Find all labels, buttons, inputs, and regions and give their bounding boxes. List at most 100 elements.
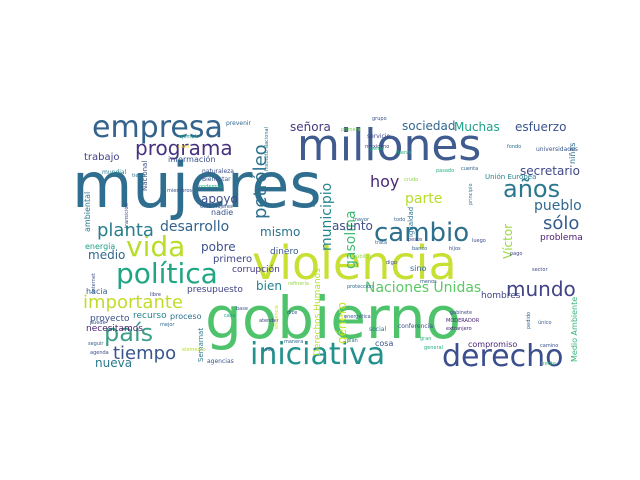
word: niñas: [568, 143, 577, 164]
word: pago: [510, 251, 522, 257]
word: pasado: [436, 168, 454, 174]
word: luego: [472, 238, 486, 244]
word: eficiencia: [274, 305, 280, 329]
word: base: [236, 306, 248, 312]
word: fuerza: [396, 150, 412, 156]
word: Víctor: [501, 224, 515, 259]
word: mismo: [260, 225, 300, 239]
word: Naciones Unidas: [365, 280, 481, 296]
word: gasolina: [343, 210, 359, 269]
word: cambio: [374, 218, 469, 248]
word: puede: [90, 320, 106, 326]
word: tiempo: [113, 343, 176, 364]
word: OMS Mujeres: [200, 204, 233, 210]
word: necesitamos: [86, 324, 143, 334]
word: energía: [85, 242, 115, 251]
word: gente: [370, 146, 384, 152]
word: social: [369, 326, 386, 333]
word: Bienestar: [202, 176, 231, 183]
word: problema: [540, 233, 583, 243]
word: ejemplo: [179, 134, 199, 140]
word: pueblo: [534, 198, 582, 214]
word: información: [168, 154, 215, 164]
word: dinero: [270, 247, 299, 257]
word: proceso: [170, 312, 202, 321]
word: seguir: [88, 341, 104, 347]
word: mejor: [160, 322, 175, 328]
word: igualdad: [407, 207, 415, 237]
word: hijos: [449, 246, 461, 252]
word: hoy: [370, 172, 399, 191]
word: cosa: [375, 339, 393, 348]
word: planta: [97, 220, 154, 241]
word: plan: [347, 338, 358, 344]
word: bien: [256, 279, 282, 293]
word: Instituto Nacional: [264, 127, 270, 171]
word: nueva: [95, 356, 132, 370]
word: frente: [541, 361, 556, 367]
word: atender: [259, 318, 280, 324]
word: pesos: [408, 237, 423, 243]
word: sector: [532, 267, 548, 273]
word: gabinete: [450, 310, 472, 316]
word: MODERADOR: [446, 318, 480, 324]
word: mayor: [353, 217, 370, 223]
word: corrupción: [232, 264, 280, 275]
word: parte: [405, 191, 442, 207]
word: asunto: [332, 219, 373, 233]
word: nadie: [211, 208, 233, 217]
word: trata: [375, 240, 387, 246]
word: casa: [224, 313, 235, 319]
word: Internet: [91, 273, 97, 293]
word: grupo: [372, 116, 387, 122]
word: miembros: [167, 188, 192, 194]
word: señora: [290, 120, 331, 134]
word: caso: [178, 144, 189, 150]
word: mujeres: [72, 149, 322, 222]
word: violencia: [252, 236, 457, 290]
word: primero: [213, 254, 252, 265]
word: crudo: [404, 177, 418, 183]
word: energética: [344, 313, 371, 320]
word: naturaleza: [202, 168, 234, 175]
word: municipio: [319, 183, 335, 251]
word: manera: [284, 339, 303, 345]
word: secretario: [520, 164, 580, 178]
word: refinería: [288, 280, 309, 287]
word: primera: [341, 127, 361, 133]
word: medio: [88, 248, 125, 262]
word: agencias: [207, 358, 234, 365]
word: esfuerzo: [515, 120, 566, 134]
word: iniciativa: [250, 337, 385, 372]
word: podemos: [199, 184, 222, 190]
word: Unión Europea: [485, 173, 536, 181]
word: Muchas: [454, 120, 500, 134]
word: banco: [412, 246, 427, 252]
word: protección: [347, 283, 373, 290]
word: país: [104, 319, 153, 347]
word: petróleo: [250, 144, 271, 219]
word: conferencia: [398, 323, 433, 330]
word: Medio Ambiente: [570, 297, 579, 362]
word: lado: [263, 347, 274, 353]
word-cloud-background: [79, 113, 586, 367]
word: compromiso: [468, 340, 517, 349]
word: mundial: [102, 169, 127, 176]
word: mundo: [506, 277, 576, 301]
word: dice: [287, 310, 297, 316]
word: años: [503, 175, 560, 203]
word: extranjero: [446, 326, 472, 332]
word: principio: [468, 183, 474, 205]
word: Derechos Humanos: [313, 268, 323, 356]
word: proyecto: [90, 314, 130, 324]
word: Semarnat: [197, 328, 205, 362]
word: universidades: [536, 146, 578, 153]
word: presupuesto: [187, 285, 243, 295]
word: apoyo: [201, 192, 238, 206]
word: derecho: [442, 339, 564, 374]
word: prevenir: [226, 120, 252, 127]
word: empresa: [92, 110, 223, 145]
word: sociedad: [402, 119, 456, 133]
word: recurso: [133, 311, 167, 321]
